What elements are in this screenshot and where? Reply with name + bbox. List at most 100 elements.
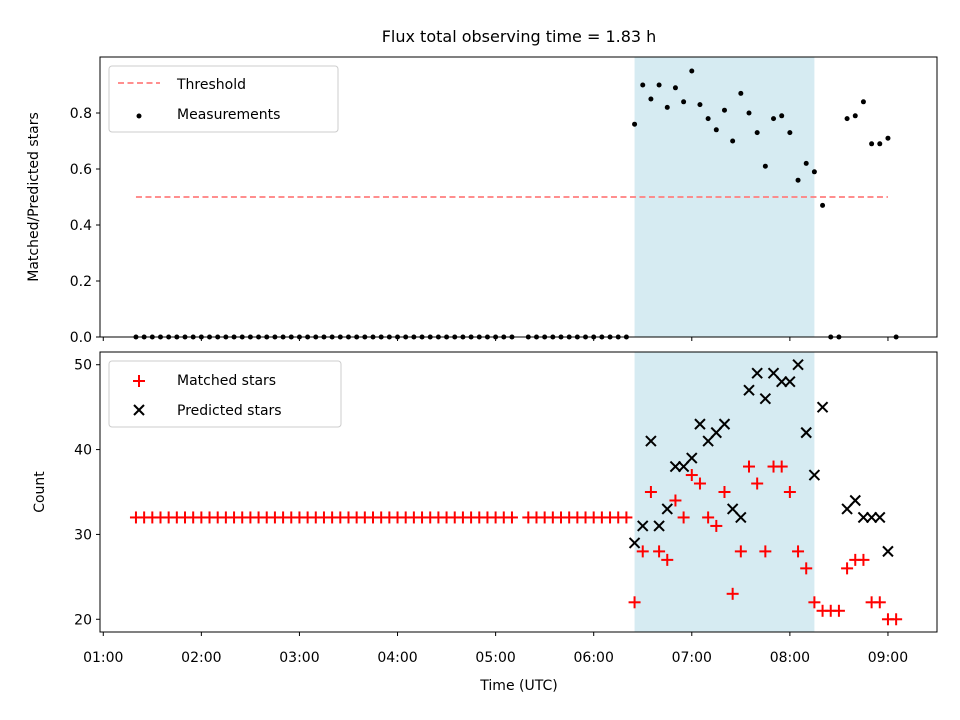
- ratio-x-ticks: [102, 337, 889, 341]
- y-tick-label: 0.4: [70, 218, 92, 234]
- measurement-point: [681, 99, 687, 105]
- matched-star-point: [628, 596, 641, 609]
- predicted-star-point: [743, 384, 755, 396]
- measurement-point: [672, 85, 678, 91]
- matched-star-points: [129, 460, 903, 626]
- y-tick-label: 20: [74, 612, 92, 628]
- measurement-point: [713, 127, 719, 133]
- predicted-star-point: [653, 520, 665, 532]
- x-tick-label: 08:00: [770, 650, 810, 666]
- matched-star-point: [669, 494, 682, 507]
- predicted-star-points: [628, 359, 894, 558]
- predicted-star-point: [645, 435, 657, 447]
- matched-star-point: [644, 486, 657, 498]
- predicted-star-point: [882, 545, 894, 558]
- predicted-star-point: [694, 418, 706, 430]
- measurement-point: [721, 107, 727, 113]
- matched-star-point: [693, 477, 706, 490]
- y-tick-label: 0.6: [70, 162, 92, 178]
- measurement-point: [885, 135, 891, 141]
- count-y-label: Count: [32, 471, 48, 513]
- y-tick-label: 50: [74, 358, 92, 374]
- matched-star-point: [873, 596, 886, 609]
- measurement-point: [656, 82, 662, 88]
- ratio-y-axis: 0.0 0.2 0.4 0.6 0.8: [70, 106, 100, 346]
- matched-star-point: [718, 486, 731, 498]
- ratio-legend-box: [108, 65, 339, 133]
- legend-matched-label: Matched stars: [177, 373, 276, 389]
- predicted-star-point: [874, 511, 886, 524]
- measurement-point: [754, 130, 760, 136]
- ratio-legend: Threshold Measurements: [108, 65, 339, 133]
- measurement-point: [697, 102, 703, 108]
- measurement-point: [811, 169, 817, 175]
- x-tick-label: 03:00: [279, 650, 319, 666]
- predicted-star-point: [686, 452, 698, 464]
- y-tick-label: 40: [74, 443, 92, 459]
- predicted-star-point: [865, 511, 878, 524]
- ratio-plot-frame: [99, 56, 938, 338]
- matched-star-point: [620, 511, 633, 524]
- matched-star-point: [775, 460, 788, 473]
- legend-measurement-swatch: [136, 113, 142, 119]
- count-plot-frame: [99, 351, 938, 633]
- matched-star-point: [800, 562, 813, 575]
- predicted-star-point: [637, 520, 649, 532]
- predicted-star-point: [669, 460, 682, 473]
- measurement-point: [779, 113, 785, 119]
- measurement-point: [632, 121, 638, 127]
- matched-star-point: [661, 553, 674, 566]
- matched-star-point: [685, 469, 698, 482]
- matched-star-point: [677, 511, 690, 524]
- legend-matched-swatch: [133, 375, 145, 387]
- measurement-point: [803, 160, 809, 166]
- predicted-star-point: [628, 537, 641, 549]
- matched-star-point: [636, 545, 649, 558]
- y-tick-label: 0.8: [70, 106, 92, 122]
- matched-star-point: [783, 486, 796, 498]
- predicted-star-point: [751, 367, 763, 379]
- x-tick-label: 07:00: [672, 650, 712, 666]
- measurement-point: [705, 116, 711, 122]
- predicted-star-point: [808, 469, 821, 481]
- matched-star-point: [653, 545, 666, 558]
- measurement-point: [820, 202, 826, 208]
- predicted-star-point: [792, 359, 804, 371]
- measurement-point: [877, 141, 883, 147]
- legend-measurement-label: Measurements: [177, 107, 280, 123]
- measurement-point: [787, 130, 793, 136]
- ratio-y-label: Matched/Predicted stars: [26, 112, 42, 282]
- matched-star-point: [710, 519, 723, 532]
- y-tick-label: 0.2: [70, 274, 92, 290]
- measurement-point: [689, 68, 695, 74]
- matched-star-point: [743, 460, 756, 473]
- legend-threshold-label: Threshold: [176, 77, 246, 93]
- x-tick-label: 02:00: [181, 650, 221, 666]
- matched-star-point: [726, 587, 739, 600]
- legend-predicted-label: Predicted stars: [177, 403, 282, 419]
- predicted-star-point: [816, 401, 829, 413]
- x-tick-label: 06:00: [574, 650, 614, 666]
- matched-star-point: [702, 511, 715, 524]
- measurement-point: [738, 90, 744, 96]
- y-tick-label: 30: [74, 527, 92, 543]
- legend-predicted-swatch: [133, 404, 145, 416]
- matched-star-point: [792, 545, 805, 558]
- predicted-star-point: [759, 392, 772, 405]
- measurement-point: [869, 141, 875, 147]
- predicted-star-point: [775, 375, 788, 388]
- measurement-point: [762, 163, 768, 169]
- matched-star-point: [759, 545, 772, 558]
- x-tick-label: 04:00: [377, 650, 417, 666]
- predicted-star-point: [800, 426, 812, 439]
- measurement-point: [860, 99, 866, 105]
- predicted-star-point: [857, 511, 870, 524]
- count-legend: Matched stars Predicted stars: [108, 360, 342, 428]
- chart-title: Flux total observing time = 1.83 h: [382, 27, 657, 46]
- measurement-point: [664, 104, 670, 110]
- x-axis-label: Time (UTC): [479, 678, 557, 694]
- matched-star-point: [751, 477, 764, 490]
- measurement-point: [730, 138, 736, 144]
- x-tick-label: 09:00: [868, 650, 908, 666]
